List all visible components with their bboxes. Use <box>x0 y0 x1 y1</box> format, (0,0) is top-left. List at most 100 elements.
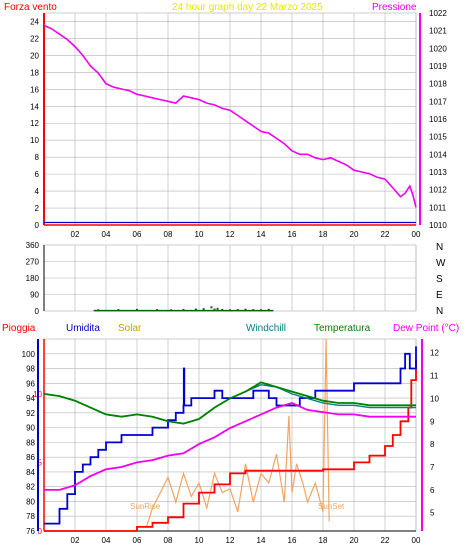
temp-y-tick-label: 9 <box>430 417 435 426</box>
bottom-x-tick-label: 02 <box>71 536 80 545</box>
top-x-tick-label: 16 <box>288 230 297 239</box>
dir-y-tick-label: 270 <box>26 258 40 267</box>
bottom-x-tick-label: 10 <box>195 536 204 545</box>
bottom-x-tick-label: 18 <box>319 536 328 545</box>
sunrise-label: SunRise <box>130 502 161 511</box>
direction-point <box>194 308 197 311</box>
pressure-y-tick-label: 1022 <box>429 9 447 18</box>
top-x-tick-label: 02 <box>71 230 80 239</box>
dir-label-n-top: N <box>436 242 443 253</box>
humidity-series-line <box>44 346 417 525</box>
pressure-y-tick-label: 1012 <box>429 186 447 195</box>
wind-y-tick-label: 14 <box>30 102 39 111</box>
pressure-y-tick-label: 1018 <box>429 80 447 89</box>
pressure-y-tick-label: 1014 <box>429 150 447 159</box>
pressure-y-tick-label: 1021 <box>429 27 447 36</box>
pressure-y-tick-label: 1013 <box>429 168 447 177</box>
bottom-panel: 02 04 06 08 10 12 14 16 18 20 22 007678808284868890… <box>2 323 459 545</box>
top-x-tick-label: 20 <box>350 230 359 239</box>
wind-y-tick-label: 16 <box>30 85 39 94</box>
temp-y-tick-label: 12 <box>430 349 439 358</box>
bottom-x-tick-label: 20 <box>350 536 359 545</box>
humidity-y-tick-label: 86 <box>26 453 35 462</box>
humidity-y-tick-label: 98 <box>26 365 35 374</box>
pressure-y-tick-label: 1016 <box>429 115 447 124</box>
humidity-y-tick-label: 90 <box>26 424 35 433</box>
wind-y-tick-label: 12 <box>30 119 39 128</box>
wind-y-tick-label: 20 <box>30 51 39 60</box>
bottom-x-tick-label: 04 <box>102 536 111 545</box>
solar-series-line <box>145 338 330 528</box>
direction-point <box>213 308 216 311</box>
rain-y-tick-label: 5 <box>38 458 43 467</box>
top-marks <box>43 24 417 226</box>
pressure-y-tick-label: 1015 <box>429 133 447 142</box>
bottom-x-tick-label: 22 <box>381 536 390 545</box>
pressure-y-tick-label: 1020 <box>429 44 447 53</box>
dewpoint-series-line <box>44 402 416 491</box>
dir-label-w: W <box>436 258 446 269</box>
wind-y-tick-label: 22 <box>30 34 39 43</box>
temp-y-tick-label: 8 <box>430 440 435 449</box>
humidity-y-tick-label: 92 <box>26 409 35 418</box>
bottom-x-tick-label: 16 <box>288 536 297 545</box>
wind-axis-title: Forza vento <box>4 2 57 13</box>
chart-title: 24 hour graph day 22 Marzo 2025 <box>172 2 323 13</box>
humidity-y-tick-label: 82 <box>26 483 35 492</box>
sunset-label: SunSet <box>318 502 345 511</box>
temp-y-tick-label: 10 <box>430 394 439 403</box>
top-x-tick-label: 22 <box>381 230 390 239</box>
top-panel: 02 04 06 08 10 12 14 16 18 20 22 000246810121416182… <box>4 2 447 239</box>
direction-point <box>216 307 219 310</box>
direction-grid: 0 90 180 270 360 <box>26 241 417 316</box>
bottom-x-tick-label: 00 <box>412 536 421 545</box>
legend-solar: Solar <box>118 323 142 334</box>
wind-y-tick-label: 10 <box>30 136 39 145</box>
temperature-series-line <box>43 381 416 425</box>
direction-point <box>210 306 213 309</box>
top-x-tick-label: 00 <box>412 230 421 239</box>
wind-y-tick-label: 24 <box>30 17 39 26</box>
legend-dewpoint: Dew Point (°C) <box>393 323 459 334</box>
legend-temperatura: Temperatura <box>314 323 371 334</box>
temp-y-tick-label: 7 <box>430 463 435 472</box>
humidity-y-tick-label: 76 <box>26 527 35 536</box>
humidity-y-tick-label: 96 <box>26 379 35 388</box>
temp-y-tick-label: 11 <box>430 372 439 381</box>
top-x-tick-label: 14 <box>257 230 266 239</box>
top-x-tick-label: 10 <box>195 230 204 239</box>
bottom-x-tick-label: 06 <box>133 536 142 545</box>
wind-y-tick-label: 18 <box>30 68 39 77</box>
wind-y-tick-label: 4 <box>35 187 40 196</box>
rain-series-line <box>44 359 417 532</box>
bottom-x-tick-label: 14 <box>257 536 266 545</box>
top-x-tick-label: 06 <box>133 230 142 239</box>
dir-y-tick-label: 180 <box>26 274 40 283</box>
direction-point <box>202 308 205 311</box>
temp-y-tick-label: 5 <box>430 509 435 518</box>
wind-y-tick-label: 8 <box>35 153 40 162</box>
humidity-y-tick-label: 100 <box>22 350 36 359</box>
temp-y-tick-label: 6 <box>430 486 435 495</box>
legend-pioggia: Pioggia <box>2 323 36 334</box>
pressure-y-tick-label: 1019 <box>429 62 447 71</box>
humidity-y-tick-label: 84 <box>26 468 35 477</box>
top-x-tick-label: 12 <box>226 230 235 239</box>
rain-y-tick-label: 0 <box>38 527 43 536</box>
top-x-tick-label: 18 <box>319 230 328 239</box>
dir-y-tick-label: 0 <box>35 307 40 316</box>
bottom-x-tick-label: 12 <box>226 536 235 545</box>
top-x-tick-label: 04 <box>102 230 111 239</box>
top-x-tick-label: 08 <box>164 230 173 239</box>
wind-y-tick-label: 0 <box>35 221 40 230</box>
dir-y-tick-label: 90 <box>30 291 39 300</box>
dir-label-e: E <box>436 290 443 301</box>
direction-marks <box>93 306 274 312</box>
direction-panel: 0 90 180 270 360 N W S E N <box>26 241 446 317</box>
bottom-marks <box>43 338 417 532</box>
pressure-y-tick-label: 1011 <box>429 203 447 212</box>
pressure-y-tick-label: 1017 <box>429 97 447 106</box>
humidity-y-tick-label: 78 <box>26 512 35 521</box>
direction-point <box>244 308 247 311</box>
